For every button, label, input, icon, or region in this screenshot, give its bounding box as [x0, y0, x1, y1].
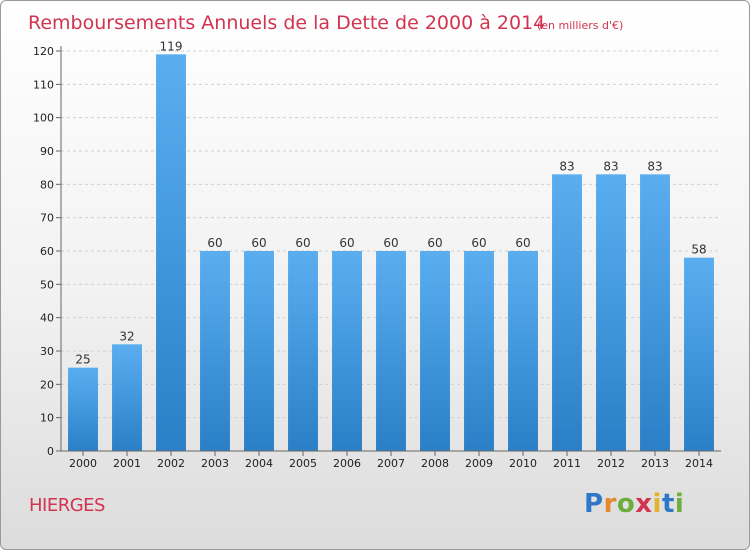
x-tick-label: 2004 — [245, 457, 273, 470]
logo-letter: t — [661, 489, 675, 519]
data-label: 60 — [515, 236, 530, 250]
x-tick-label: 2008 — [421, 457, 449, 470]
bar — [156, 54, 186, 451]
bar — [244, 251, 274, 451]
bar — [420, 251, 450, 451]
logo-letter: o — [616, 489, 636, 519]
bar — [684, 257, 714, 451]
x-tick-label: 2006 — [333, 457, 361, 470]
x-tick-label: 2000 — [69, 457, 97, 470]
commune-name: HIERGES — [29, 495, 105, 516]
bar — [288, 251, 318, 451]
bars: 25 32 119 60 60 60 60 60 60 60 60 83 83 83 58 — [68, 39, 714, 452]
x-tick-label: 2012 — [597, 457, 625, 470]
bar — [596, 174, 626, 452]
y-tick-label: 110 — [33, 78, 54, 91]
data-label: 83 — [603, 159, 618, 173]
x-tick-label: 2002 — [157, 457, 185, 470]
x-tick-label: 2007 — [377, 457, 405, 470]
y-tick-label: 30 — [40, 345, 54, 358]
y-tick-label: 60 — [40, 245, 54, 258]
y-tick-label: 0 — [47, 445, 54, 458]
y-tick-label: 50 — [40, 278, 54, 291]
logo-letter: i — [674, 489, 685, 519]
y-tick-label: 90 — [40, 145, 54, 158]
bar — [640, 174, 670, 452]
x-tick-label: 2011 — [553, 457, 581, 470]
data-label: 83 — [647, 159, 662, 173]
y-tick-label: 70 — [40, 212, 54, 225]
y-tick-label: 40 — [40, 312, 54, 325]
x-tick-label: 2009 — [465, 457, 493, 470]
bar — [200, 251, 230, 451]
data-label: 83 — [559, 159, 574, 173]
bar — [464, 251, 494, 451]
axes: 0 10 20 30 40 50 60 70 80 90 100 110 120 2000 2001 2002… — [33, 45, 721, 470]
bar — [552, 174, 582, 452]
x-tick-label: 2001 — [113, 457, 141, 470]
logo-letter: P — [584, 489, 604, 519]
x-tick-label: 2013 — [641, 457, 669, 470]
chart-title: Remboursements Annuels de la Dette de 20… — [28, 12, 545, 34]
y-tick-label: 120 — [33, 45, 54, 58]
y-tick-label: 80 — [40, 178, 54, 191]
bar — [112, 344, 142, 451]
data-label: 60 — [207, 236, 222, 250]
data-label: 32 — [119, 329, 134, 343]
logo-letter: x — [635, 489, 653, 519]
data-label: 60 — [295, 236, 310, 250]
data-label: 60 — [427, 236, 442, 250]
logo-letter: i — [652, 489, 662, 519]
y-tick-label: 100 — [33, 112, 54, 125]
data-label: 60 — [251, 236, 266, 250]
bar — [332, 251, 362, 451]
bar — [376, 251, 406, 451]
y-tick-label: 20 — [40, 378, 54, 391]
chart-subtitle: (en milliers d'€) — [537, 19, 623, 32]
data-label: 60 — [471, 236, 486, 250]
x-tick-label: 2010 — [509, 457, 537, 470]
x-tick-label: 2003 — [201, 457, 229, 470]
bar — [68, 367, 98, 451]
data-label: 58 — [691, 243, 706, 257]
x-tick-label: 2014 — [685, 457, 713, 470]
logo-letter: r — [603, 489, 617, 519]
y-tick-label: 10 — [40, 412, 54, 425]
data-label: 119 — [160, 39, 183, 53]
x-tick-label: 2005 — [289, 457, 317, 470]
data-label: 60 — [383, 236, 398, 250]
proxiti-logo: Proxiti — [584, 489, 684, 519]
bar — [508, 251, 538, 451]
data-label: 25 — [75, 353, 90, 367]
data-label: 60 — [339, 236, 354, 250]
